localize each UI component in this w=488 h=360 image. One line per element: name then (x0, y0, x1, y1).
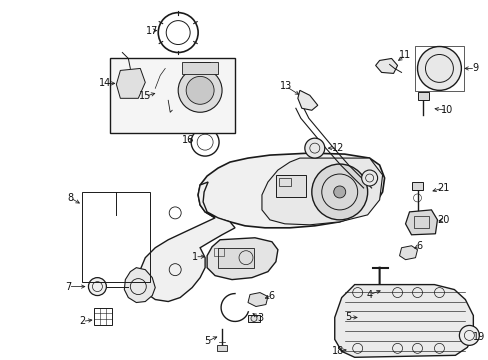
Bar (358, 325, 368, 332)
Polygon shape (116, 68, 145, 98)
Circle shape (186, 76, 214, 104)
Text: 18: 18 (331, 346, 343, 356)
Bar (247, 315, 260, 323)
Bar (278, 178, 290, 186)
Text: 1: 1 (192, 252, 198, 262)
Text: 17: 17 (146, 26, 158, 36)
Text: 16: 16 (182, 135, 194, 145)
Text: 10: 10 (440, 105, 452, 115)
Text: 15: 15 (139, 91, 151, 101)
Bar (82, 192, 150, 282)
Polygon shape (124, 268, 155, 302)
Circle shape (88, 278, 106, 296)
Polygon shape (198, 153, 384, 228)
Text: 7: 7 (65, 282, 71, 292)
Bar (218, 248, 253, 268)
Text: 21: 21 (436, 183, 448, 193)
Bar (414, 45, 464, 91)
Circle shape (178, 68, 222, 112)
Bar (110, 58, 235, 133)
Polygon shape (140, 182, 235, 302)
Circle shape (417, 46, 461, 90)
Bar (217, 345, 226, 351)
Text: 6: 6 (268, 291, 274, 301)
Polygon shape (375, 58, 397, 73)
Polygon shape (334, 285, 472, 357)
Text: 5: 5 (203, 336, 210, 346)
Polygon shape (399, 246, 417, 260)
Bar (417, 92, 428, 100)
Text: 4: 4 (366, 289, 372, 300)
Bar (214, 248, 224, 256)
Polygon shape (405, 210, 437, 235)
Polygon shape (262, 158, 382, 225)
Polygon shape (247, 293, 267, 306)
Text: 9: 9 (471, 63, 477, 73)
Text: 12: 12 (331, 143, 343, 153)
Text: 2: 2 (79, 316, 85, 327)
Circle shape (458, 325, 478, 345)
Text: 13: 13 (279, 81, 291, 91)
Text: 20: 20 (436, 215, 448, 225)
Bar (411, 182, 423, 190)
Text: 11: 11 (399, 50, 411, 60)
Bar (182, 62, 218, 75)
Text: 6: 6 (416, 241, 422, 251)
Text: 14: 14 (99, 78, 111, 88)
Polygon shape (297, 90, 317, 110)
Bar (275, 175, 305, 197)
Polygon shape (207, 238, 277, 280)
Circle shape (333, 186, 345, 198)
Circle shape (304, 138, 324, 158)
Text: 5: 5 (345, 312, 351, 323)
Bar (94, 307, 112, 325)
Text: 3: 3 (256, 314, 263, 324)
Text: 19: 19 (472, 332, 485, 342)
Circle shape (361, 170, 377, 186)
Circle shape (311, 164, 367, 220)
Bar (413, 216, 428, 228)
Text: 8: 8 (67, 193, 73, 203)
